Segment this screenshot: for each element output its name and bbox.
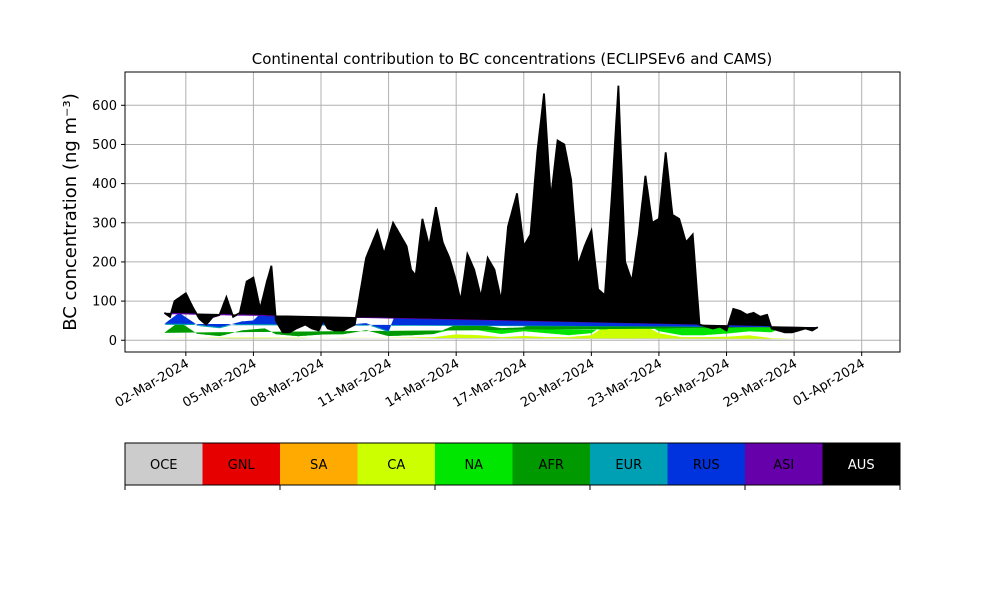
plot-axes: 0 100 200 300 400 500 600 02-Mar-202405-Mar-202… <box>92 71 901 411</box>
x-tick-label: 01-Apr-2024 <box>791 356 868 409</box>
legend-swatch-ca <box>357 443 435 485</box>
x-tick-label: 02-Mar-2024 <box>113 356 192 410</box>
legend-swatch-afr <box>512 443 590 485</box>
legend-colorbar: OCE GNL SA CA NA AFR EUR RUS ASI AUS <box>124 442 901 490</box>
legend-swatch-eur <box>590 443 668 485</box>
legend-frame <box>124 442 901 486</box>
x-tick-label: 29-Mar-2024 <box>721 356 800 410</box>
area-series-ca <box>164 320 818 339</box>
legend-label: ASI <box>773 458 794 473</box>
legend-label: OCE <box>150 458 178 473</box>
y-tick-label: 300 <box>92 216 117 231</box>
plot-areas <box>163 85 819 340</box>
x-tick-label: 08-Mar-2024 <box>248 356 327 410</box>
legend-swatch-rus <box>667 443 745 485</box>
x-tick-label: 17-Mar-2024 <box>451 356 530 410</box>
x-tick-label: 11-Mar-2024 <box>315 356 394 410</box>
plot-frame <box>124 71 901 353</box>
x-tick-label: 20-Mar-2024 <box>518 356 597 410</box>
y-tick-label: 500 <box>92 138 117 153</box>
x-tick-label: 05-Mar-2024 <box>180 356 259 410</box>
legend-label: CA <box>387 458 405 473</box>
legend-label: RUS <box>693 458 720 473</box>
legend-swatch-gnl <box>202 443 280 485</box>
legend-label: SA <box>310 458 327 473</box>
legend-swatch-na <box>435 443 513 485</box>
legend-label: AFR <box>539 458 564 473</box>
legend-label: AUS <box>848 458 875 473</box>
y-tick-label: 600 <box>92 99 117 114</box>
y-axis-label: BC concentration (ng m⁻³) <box>60 93 81 331</box>
legend-swatch-asi <box>745 443 823 485</box>
legend-swatch-oce <box>125 443 203 485</box>
legend-swatch-sa <box>280 443 358 485</box>
x-tick-label: 14-Mar-2024 <box>383 356 462 410</box>
x-tick-label: 26-Mar-2024 <box>653 356 732 410</box>
chart-title: Continental contribution to BC concentra… <box>252 50 773 68</box>
x-tick-label: 23-Mar-2024 <box>586 356 665 410</box>
y-tick-label: 100 <box>92 295 117 310</box>
legend-swatch-aus <box>822 443 900 485</box>
total-outline <box>163 85 819 334</box>
legend-label: EUR <box>615 458 642 473</box>
y-tick-label: 200 <box>92 255 117 270</box>
legend-label: GNL <box>228 458 256 473</box>
area-series-aus <box>164 85 818 333</box>
legend-label: NA <box>464 458 483 473</box>
y-tick-label: 0 <box>109 334 117 349</box>
y-tick-label: 400 <box>92 177 117 192</box>
